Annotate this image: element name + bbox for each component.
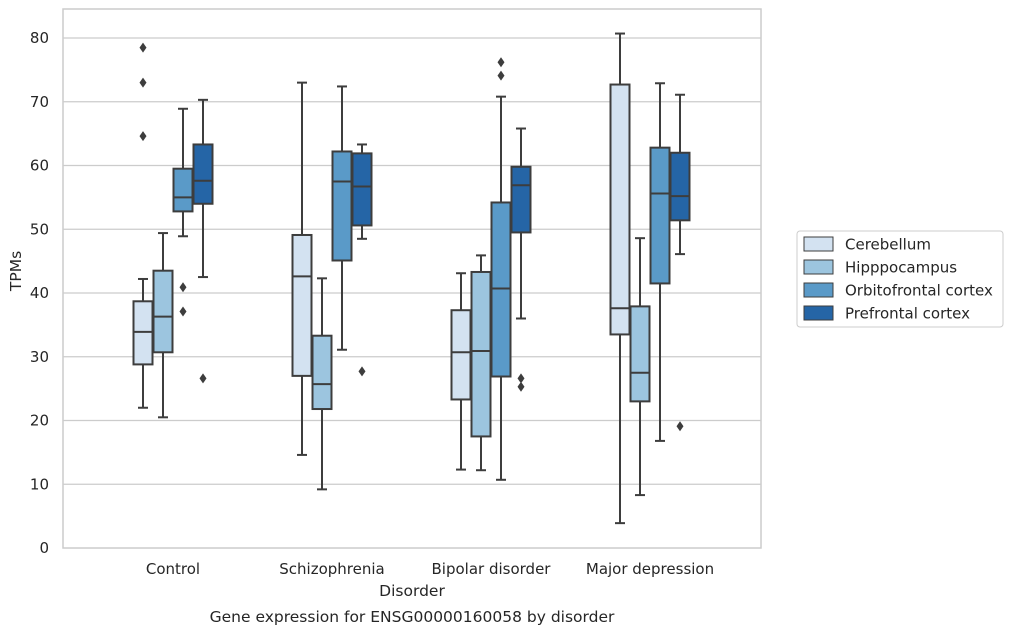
x-tick-label: Bipolar disorder <box>432 560 552 578</box>
outlier-point <box>179 306 187 317</box>
box-group <box>609 32 631 525</box>
box-group <box>490 57 512 481</box>
box-body <box>450 309 472 401</box>
box-body <box>510 165 532 234</box>
box-body <box>669 151 691 222</box>
box-group <box>629 237 651 497</box>
outlier-point <box>139 77 147 88</box>
y-tick-labels: 0 10 20 30 40 50 60 70 80 <box>30 29 49 557</box>
outlier-point <box>139 42 147 53</box>
x-tick-labels: Control Schizophrenia Bipolar disorder Majo… <box>146 560 714 578</box>
legend-swatch <box>803 282 834 298</box>
legend-swatch <box>803 305 834 321</box>
outlier-point <box>497 57 505 68</box>
y-tick-label: 50 <box>30 220 49 238</box>
legend-swatch <box>803 236 834 252</box>
outlier-point <box>517 381 525 392</box>
y-tick-label: 40 <box>30 284 49 302</box>
legend-items: Cerebellum Hipppocampus Orbitofrontal cort… <box>803 236 993 323</box>
box-body <box>172 167 194 213</box>
outlier-point <box>139 131 147 142</box>
box-group <box>152 232 174 419</box>
y-tick-label: 30 <box>30 348 49 366</box>
legend-frame <box>796 230 1004 328</box>
x-axis-title: Disorder <box>379 582 445 600</box>
outlier-point <box>358 366 366 377</box>
box-group <box>132 42 154 409</box>
y-tick-label: 10 <box>30 475 49 493</box>
box-body <box>649 146 671 285</box>
box-group <box>291 81 313 456</box>
legend-label: Prefrontal cortex <box>845 305 970 323</box>
y-tick-label: 0 <box>39 539 49 557</box>
box-groups <box>132 32 691 525</box>
y-tick-label: 70 <box>30 93 49 111</box>
legend: Cerebellum Hipppocampus Orbitofrontal cort… <box>796 230 1004 328</box>
y-tick-label: 60 <box>30 157 49 175</box>
legend-label: Cerebellum <box>845 236 931 254</box>
y-tick-label: 80 <box>30 29 49 47</box>
outlier-point <box>179 282 187 293</box>
y-tick-label: 20 <box>30 412 49 430</box>
box-body <box>470 270 492 438</box>
box-group <box>669 93 691 432</box>
outlier-point <box>497 70 505 81</box>
grid-lines <box>63 37 761 485</box>
outlier-point <box>199 373 207 384</box>
box-body <box>351 152 373 227</box>
figure-caption: Gene expression for ENSG00000160058 by d… <box>210 608 615 626</box>
legend-label: Hipppocampus <box>845 259 957 277</box>
box-body <box>291 233 313 377</box>
box-group <box>351 143 373 377</box>
box-group <box>192 98 214 384</box>
box-body <box>152 269 174 354</box>
box-body <box>311 334 333 411</box>
plot-frame <box>62 8 762 549</box>
x-tick-label: Major depression <box>586 560 714 578</box>
legend-swatch <box>803 259 834 275</box>
outlier-point <box>517 373 525 384</box>
box-group <box>510 127 532 392</box>
outlier-point <box>676 421 684 432</box>
x-tick-label: Control <box>146 560 200 578</box>
box-group <box>311 277 333 491</box>
box-body <box>609 83 631 336</box>
legend-label: Orbitofrontal cortex <box>845 282 993 300</box>
x-tick-label: Schizophrenia <box>279 560 384 578</box>
y-axis-title: TPMs <box>7 251 25 292</box>
box-body <box>629 305 651 403</box>
box-body <box>192 143 214 205</box>
box-body <box>331 150 353 262</box>
